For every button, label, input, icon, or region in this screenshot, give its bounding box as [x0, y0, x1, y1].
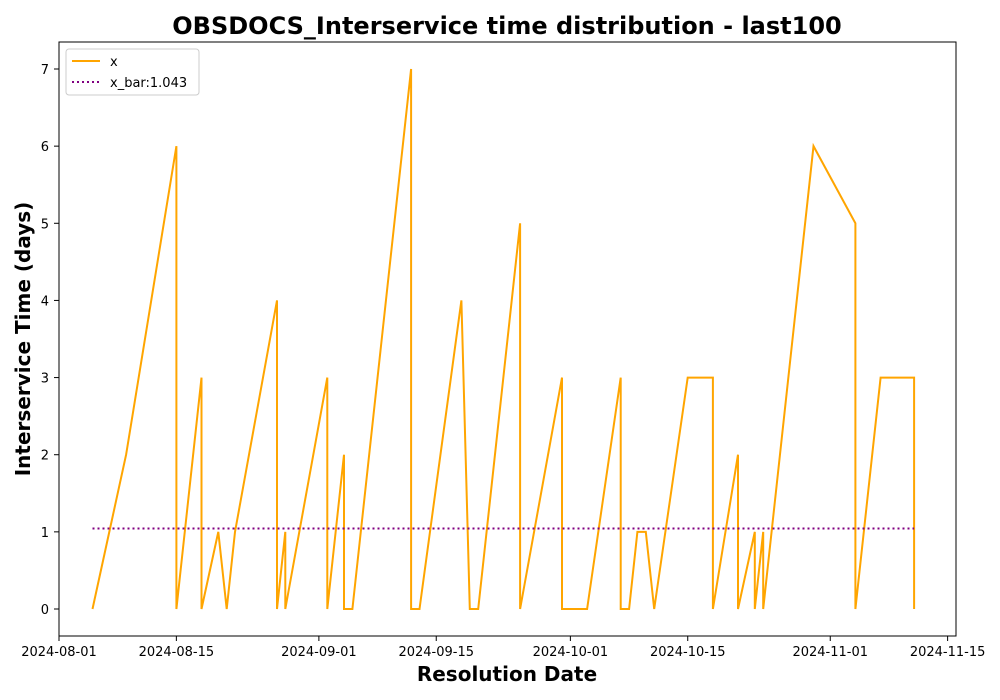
y-tick-label: 0	[41, 603, 49, 618]
y-axis-ticks: 0 1 2 3 4 5 6 7	[41, 63, 59, 618]
x-tick-label: 2024-09-15	[398, 645, 474, 660]
y-tick-label: 1	[41, 526, 49, 541]
chart-title: OBSDOCS_Interservice time distribution -…	[172, 12, 841, 40]
x-tick-label: 2024-10-15	[650, 645, 726, 660]
x-axis-label: Resolution Date	[417, 662, 597, 686]
y-tick-label: 3	[41, 372, 49, 387]
y-axis-label: Interservice Time (days)	[11, 202, 35, 477]
x-tick-label: 2024-08-01	[21, 645, 97, 660]
series-line-0	[91, 68, 916, 610]
x-axis-ticks: 2024-08-01 2024-08-15 2024-09-01 2024-09-15…	[21, 636, 985, 660]
plot-frame	[58, 41, 957, 637]
x-tick-label: 2024-11-01	[792, 645, 868, 660]
y-tick-label: 2	[41, 449, 49, 464]
x-tick-label: 2024-10-01	[533, 645, 609, 660]
legend-label-xbar: x_bar:1.043	[110, 76, 187, 91]
legend-label-x: x	[110, 55, 118, 70]
series-lines	[91, 68, 916, 610]
x-tick-label: 2024-09-01	[281, 645, 357, 660]
x-tick-label: 2024-11-15	[910, 645, 986, 660]
y-tick-label: 5	[41, 217, 49, 232]
x-tick-label: 2024-08-15	[139, 645, 215, 660]
y-tick-label: 4	[41, 294, 49, 309]
y-tick-label: 6	[41, 140, 49, 155]
legend: x x_bar:1.043	[65, 48, 200, 96]
y-tick-label: 7	[41, 63, 49, 78]
